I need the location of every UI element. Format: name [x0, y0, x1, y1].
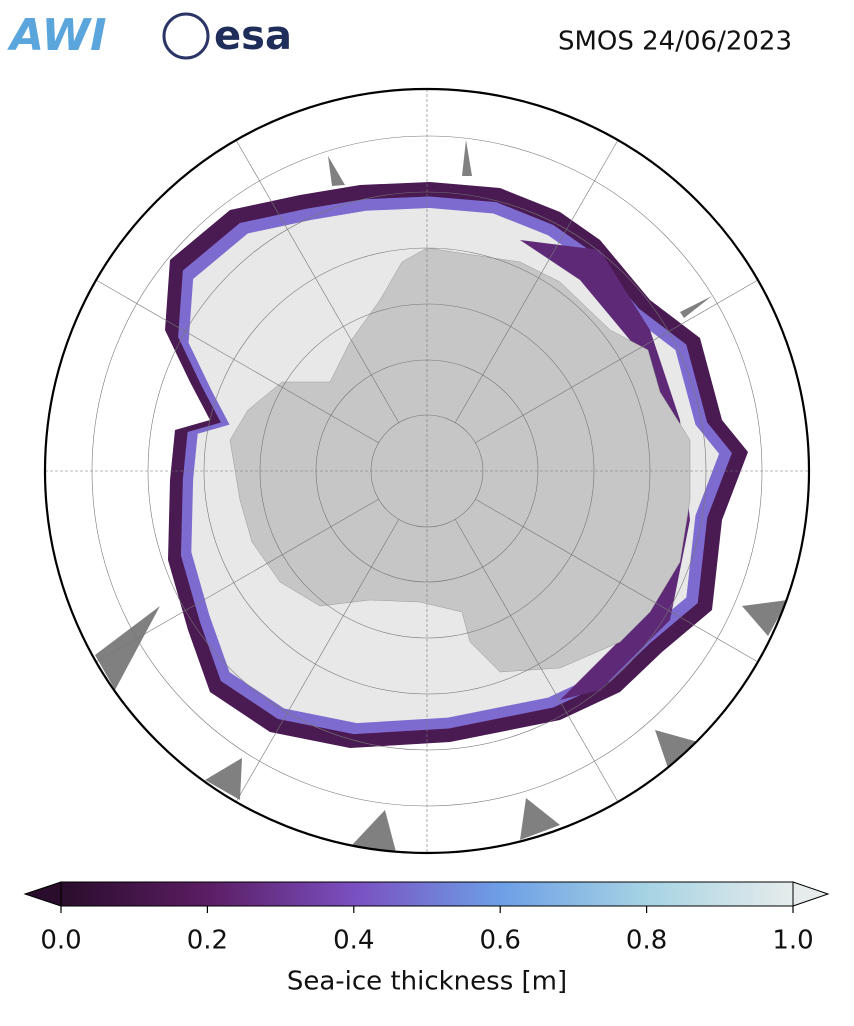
map — [45, 89, 809, 853]
colorbar-tick-label: 0.2 — [187, 926, 228, 956]
colorbar: Sea-ice thickness [m] 0.0 0.2 0.4 0.6 0.8 1.0 — [23, 881, 830, 997]
awi-logo: AWI — [7, 10, 107, 61]
title: SMOS 24/06/2023 — [558, 27, 792, 57]
colorbar-extend-high — [792, 881, 830, 907]
colorbar-extend-low — [23, 881, 62, 907]
icebergs — [95, 140, 788, 852]
logos: AWI esa — [7, 10, 292, 61]
colorbar-tick-label: 1.0 — [772, 926, 813, 956]
colorbar-tick-label: 0.6 — [480, 926, 521, 956]
colorbar-tick-label: 0.8 — [626, 926, 667, 956]
colorbar-ramp — [60, 881, 794, 907]
colorbar-tick-label: 0.4 — [333, 926, 374, 956]
colorbar-tick-label: 0.0 — [40, 926, 81, 956]
graticule — [45, 89, 809, 853]
colorbar-label: Sea-ice thickness [m] — [287, 967, 567, 997]
antarctica — [229, 247, 691, 673]
map-boundary — [43, 87, 811, 855]
esa-logo: esa — [214, 13, 292, 59]
esa-logo-mark — [162, 12, 210, 60]
